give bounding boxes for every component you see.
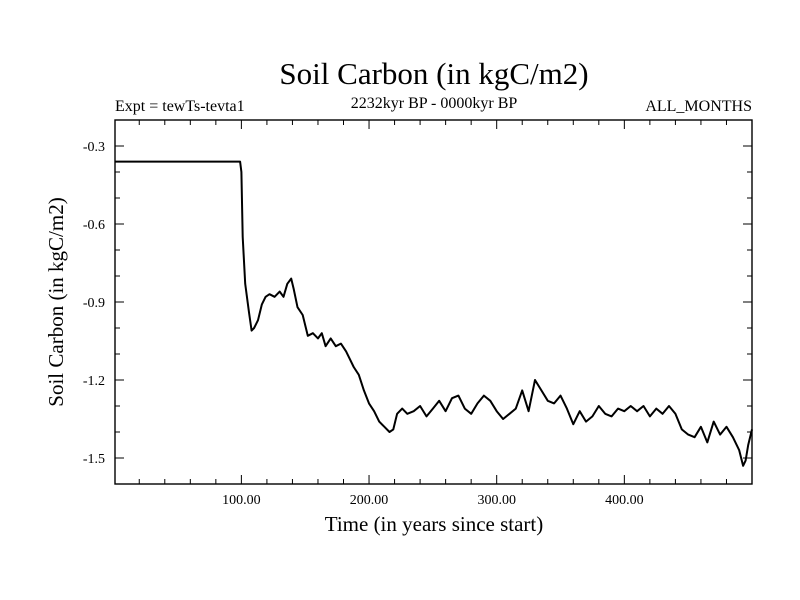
y-axis-label: Soil Carbon (in kgC/m2) bbox=[44, 197, 68, 406]
x-tick-label: 300.00 bbox=[477, 493, 516, 508]
x-axis-label: Time (in years since start) bbox=[325, 512, 544, 536]
experiment-label: Expt = tewTs-tevta1 bbox=[115, 98, 245, 115]
time-range-label: 2232kyr BP - 0000kyr BP bbox=[351, 95, 518, 112]
y-tick-label: -1.5 bbox=[83, 452, 105, 467]
series-layer bbox=[115, 160, 753, 467]
series-line bbox=[115, 160, 753, 467]
months-label: ALL_MONTHS bbox=[645, 98, 752, 115]
x-axis-ticks: 100.00 200.00 300.00 400.00 bbox=[138, 120, 727, 508]
x-tick-label: 200.00 bbox=[350, 493, 389, 508]
chart-title: Soil Carbon (in kgC/m2) bbox=[279, 56, 588, 91]
plot-frame bbox=[114, 119, 753, 485]
x-tick-label: 100.00 bbox=[222, 493, 261, 508]
y-tick-label: -1.2 bbox=[83, 374, 105, 389]
x-tick-label: 400.00 bbox=[605, 493, 644, 508]
y-axis-ticks: -0.3 -0.6 -0.9 -1.2 -1.5 bbox=[83, 140, 752, 467]
y-tick-label: -0.6 bbox=[83, 218, 105, 233]
y-tick-label: -0.3 bbox=[83, 140, 105, 155]
y-tick-label: -0.9 bbox=[83, 296, 105, 311]
